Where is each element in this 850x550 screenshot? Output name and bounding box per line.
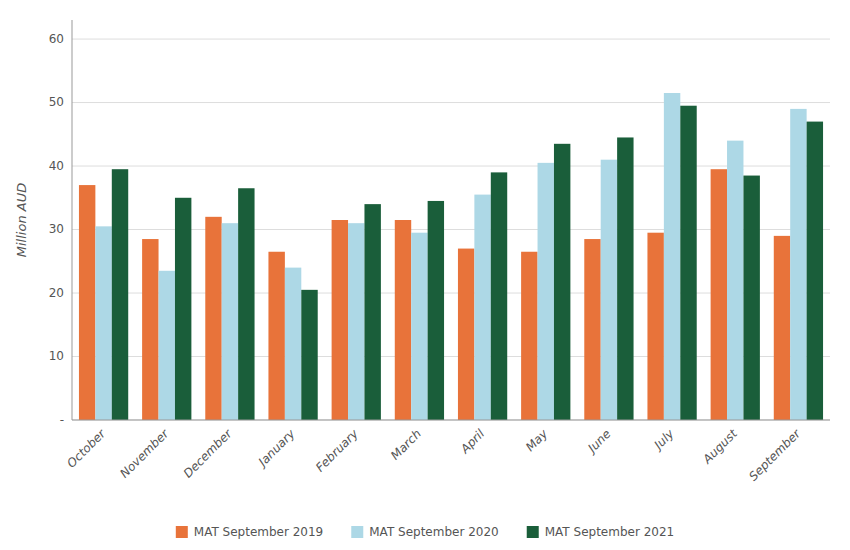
bar <box>112 169 128 420</box>
bar <box>411 233 427 420</box>
bar <box>159 271 175 420</box>
bar <box>175 198 191 420</box>
bar <box>205 217 221 420</box>
x-tick-label: April <box>457 426 487 456</box>
bar <box>538 163 554 420</box>
y-tick-label: 20 <box>49 286 64 300</box>
y-axis-line <box>72 20 73 420</box>
bar <box>774 236 790 420</box>
x-axis-line <box>72 420 830 421</box>
x-tick-label: October <box>64 426 109 471</box>
x-tick-label: May <box>523 426 551 454</box>
bar <box>301 290 317 420</box>
bar <box>584 239 600 420</box>
grid-line <box>72 39 830 40</box>
legend-label: MAT September 2020 <box>369 525 498 539</box>
y-tick-label: 50 <box>49 95 64 109</box>
bar <box>142 239 158 420</box>
x-tick-label: December <box>181 426 236 481</box>
bar <box>680 106 696 420</box>
y-tick-label: 40 <box>49 159 64 173</box>
grid-line <box>72 420 830 421</box>
bar <box>554 144 570 420</box>
x-ticks: OctoberNovemberDecember January February Ma… <box>64 426 803 484</box>
bar <box>95 226 111 420</box>
x-tick-label: September <box>746 426 804 484</box>
bar <box>458 249 474 420</box>
legend-item: MAT September 2020 <box>351 525 498 539</box>
grid <box>72 39 830 420</box>
bar <box>428 201 444 420</box>
legend-swatch <box>351 526 363 538</box>
y-ticks: - 10 20 30 40 50 60 <box>49 32 64 427</box>
bar <box>474 195 490 420</box>
legend: MAT September 2019 MAT September 2020 MAT … <box>176 525 674 539</box>
legend-item: MAT September 2019 <box>176 525 323 539</box>
bar <box>364 204 380 420</box>
bar <box>348 223 364 420</box>
grid-line <box>72 166 830 167</box>
bar <box>521 252 537 420</box>
x-tick-label: February <box>313 426 362 475</box>
y-tick-label: 10 <box>49 349 64 363</box>
bar <box>79 185 95 420</box>
legend-label: MAT September 2021 <box>545 525 674 539</box>
x-tick-label: August <box>700 426 741 467</box>
bar <box>601 160 617 420</box>
legend-swatch <box>527 526 539 538</box>
bar <box>617 137 633 420</box>
bar <box>395 220 411 420</box>
chart: - 10 20 30 40 50 60 OctoberNovemberDecember Janu… <box>0 0 850 550</box>
x-tick-label: January <box>254 426 298 470</box>
bar <box>238 188 254 420</box>
bar <box>268 252 284 420</box>
bar <box>711 169 727 420</box>
bar <box>664 93 680 420</box>
bar <box>807 122 823 420</box>
bar <box>647 233 663 420</box>
bar <box>222 223 238 420</box>
bar <box>332 220 348 420</box>
y-tick-label: 60 <box>49 32 64 46</box>
x-tick-label: July <box>650 426 677 453</box>
x-tick-label: March <box>388 427 424 463</box>
bar <box>790 109 806 420</box>
legend-item: MAT September 2021 <box>527 525 674 539</box>
grid-line <box>72 102 830 103</box>
y-tick-label: 30 <box>49 222 64 236</box>
legend-label: MAT September 2019 <box>194 525 323 539</box>
bar <box>727 141 743 420</box>
x-tick-label: November <box>117 426 172 481</box>
legend-swatch <box>176 526 188 538</box>
y-axis-label: Million AUD <box>14 183 29 257</box>
bars <box>79 93 823 420</box>
y-tick-label: - <box>60 413 64 427</box>
bar <box>285 268 301 420</box>
bar <box>491 172 507 420</box>
bar <box>743 176 759 420</box>
x-tick-label: June <box>584 427 614 457</box>
